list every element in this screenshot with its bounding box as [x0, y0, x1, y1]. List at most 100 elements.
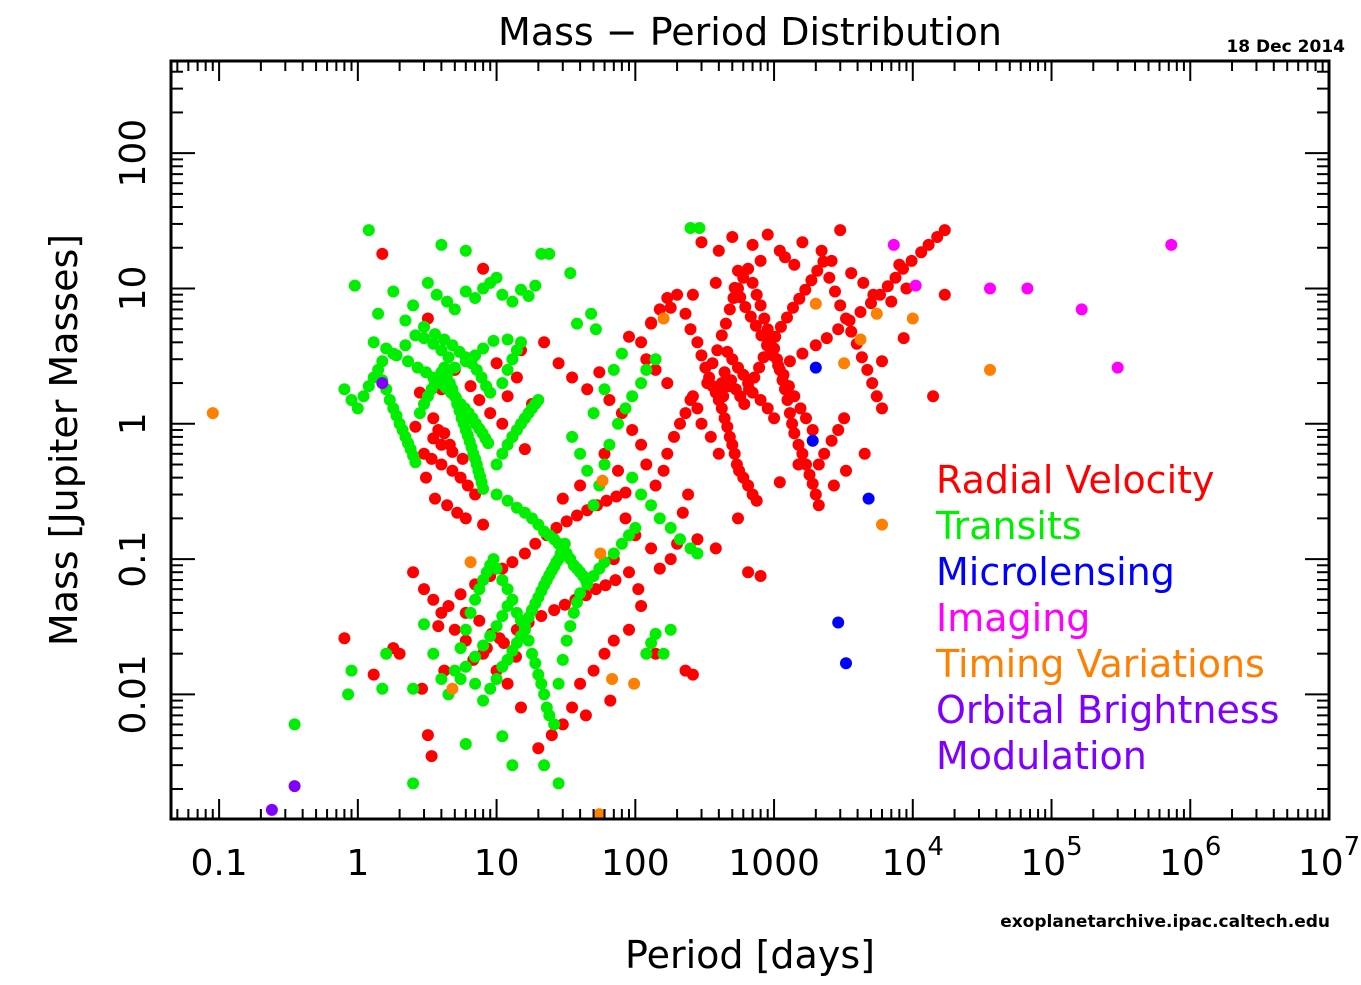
data-point	[435, 438, 448, 451]
data-point	[598, 458, 611, 471]
data-point	[742, 566, 755, 579]
data-point	[805, 274, 818, 287]
data-point	[649, 627, 662, 640]
data-point	[632, 583, 645, 596]
data-point	[490, 620, 503, 633]
data-point	[496, 377, 509, 390]
data-point	[653, 512, 666, 525]
data-point	[806, 477, 819, 490]
data-point	[664, 623, 677, 636]
credit-text: exoplanetarchive.ipac.caltech.edu	[1000, 912, 1330, 932]
data-point	[709, 276, 722, 289]
data-point	[796, 236, 809, 249]
data-point	[825, 254, 838, 267]
data-point	[645, 499, 658, 512]
data-point	[645, 542, 658, 555]
data-point	[501, 363, 514, 376]
data-point	[854, 333, 867, 346]
data-point	[845, 325, 858, 338]
data-point	[793, 292, 806, 305]
data-point	[640, 458, 653, 471]
data-point	[809, 339, 822, 352]
y-tick-labels: 0.01 0.1 1 10 100	[113, 119, 154, 735]
data-point	[615, 537, 628, 550]
legend-entry: Modulation	[936, 734, 1147, 778]
data-point	[774, 320, 787, 333]
data-point	[454, 588, 467, 601]
data-point	[862, 492, 875, 505]
data-point	[427, 412, 440, 425]
data-point	[490, 673, 503, 685]
data-point	[515, 336, 527, 349]
data-point	[487, 334, 500, 347]
data-point	[726, 438, 739, 451]
data-point	[526, 647, 538, 660]
data-point	[477, 342, 490, 355]
data-point	[640, 647, 653, 660]
data-point	[628, 677, 641, 690]
data-point	[416, 682, 428, 695]
data-point	[1165, 238, 1178, 251]
data-point	[469, 292, 482, 304]
data-point	[728, 447, 741, 460]
data-point	[399, 339, 412, 352]
data-point	[746, 276, 759, 289]
data-point	[800, 412, 812, 425]
data-point	[609, 574, 622, 587]
data-point	[742, 479, 755, 492]
data-point	[769, 330, 782, 343]
data-point	[709, 542, 722, 555]
data-point	[574, 479, 587, 492]
data-point	[435, 458, 448, 471]
data-point	[657, 312, 670, 325]
data-point	[594, 547, 607, 560]
data-point	[473, 614, 486, 627]
data-point	[693, 222, 706, 234]
data-point	[623, 566, 635, 579]
data-point	[829, 285, 841, 298]
data-point	[399, 314, 412, 327]
data-point	[715, 402, 728, 415]
data-point	[459, 738, 472, 750]
data-point	[496, 417, 509, 430]
data-point	[661, 447, 674, 460]
data-point	[418, 583, 430, 596]
series-radial-velocity	[338, 224, 951, 763]
data-point	[788, 258, 801, 271]
data-point	[496, 610, 509, 622]
data-point	[915, 246, 928, 259]
data-point	[589, 323, 602, 336]
data-point	[427, 593, 440, 606]
data-point	[420, 471, 432, 484]
data-point	[430, 288, 443, 301]
data-point	[812, 499, 825, 512]
data-point	[782, 380, 795, 393]
data-point	[657, 647, 670, 660]
data-point	[938, 224, 951, 237]
data-point	[558, 598, 571, 611]
data-point	[506, 759, 519, 772]
data-point	[867, 288, 880, 301]
data-point	[938, 288, 951, 301]
data-point	[818, 447, 831, 460]
data-point	[421, 729, 434, 742]
data-point	[649, 363, 662, 376]
data-point	[783, 407, 796, 420]
data-point	[744, 310, 757, 323]
data-point	[823, 271, 836, 284]
data-point	[529, 657, 542, 670]
x-tick-label: 105	[1020, 832, 1082, 884]
data-point	[984, 282, 996, 295]
data-point	[387, 347, 400, 360]
data-point	[712, 447, 725, 460]
data-point	[619, 512, 632, 525]
data-point	[459, 512, 472, 525]
data-point	[265, 803, 278, 816]
data-point	[407, 682, 420, 695]
data-point	[626, 471, 639, 484]
data-point	[712, 244, 725, 257]
data-point	[345, 664, 358, 677]
y-tick-label: 10	[113, 266, 154, 312]
data-point	[984, 363, 996, 376]
data-point	[755, 329, 768, 342]
